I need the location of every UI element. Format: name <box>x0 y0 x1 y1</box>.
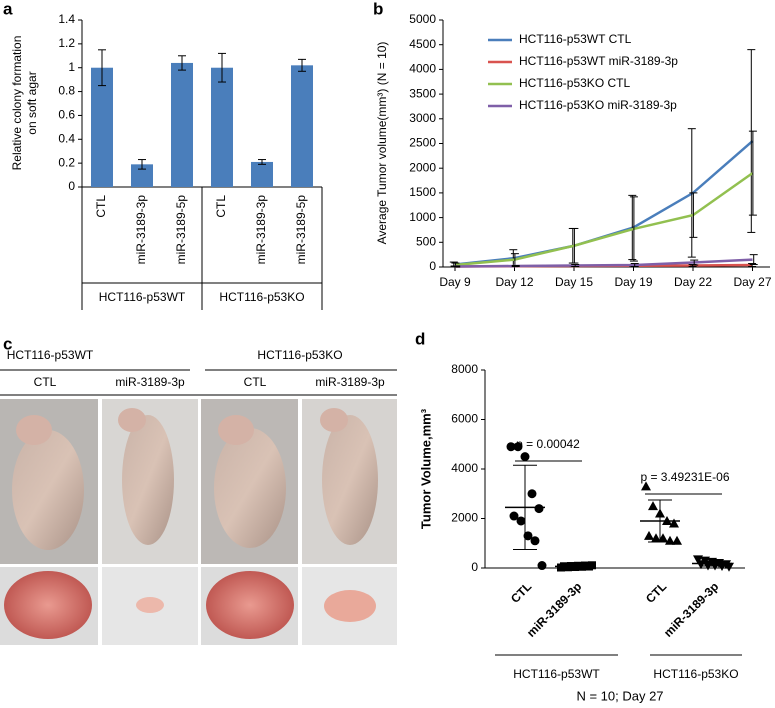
y-tick-label: 3500 <box>409 86 436 100</box>
data-point <box>651 533 661 543</box>
x-tick-label: miR-3189-3p <box>134 195 148 265</box>
x-tick-label: miR-3189-3p <box>661 579 721 639</box>
mouse-photos <box>0 399 397 564</box>
legend-label: HCT116-p53WT miR-3189-3p <box>519 54 678 68</box>
x-tick-label: CTL <box>508 579 534 605</box>
photo-panel: c HCT116-p53WT HCT116-p53KO CTL miR-3189… <box>0 334 397 645</box>
series-line <box>454 258 753 268</box>
y-tick-label: 0 <box>429 259 436 273</box>
legend-label: HCT116-p53KO miR-3189-3p <box>519 98 677 112</box>
y-tick-label: 4500 <box>409 37 436 51</box>
data-point <box>588 561 596 570</box>
panel-letter: b <box>373 0 383 18</box>
data-point <box>520 452 530 462</box>
y-axis-label: Average Tumor volume(mm³) (N = 10) <box>375 42 389 245</box>
y-tick-label: 2000 <box>409 160 436 174</box>
bar <box>211 67 233 187</box>
y-tick-label: 1.4 <box>58 12 75 26</box>
bar <box>251 161 273 187</box>
y-tick-label: 2500 <box>409 136 436 150</box>
column-label: CTL <box>244 375 267 389</box>
legend-label: HCT116-p53KO CTL <box>519 76 630 90</box>
data-point <box>724 562 734 572</box>
y-tick-label: 0.6 <box>58 108 75 122</box>
bar <box>171 62 193 187</box>
tumor-photos <box>0 567 397 645</box>
annotation: p = 3.49231E-06 <box>640 470 729 484</box>
y-tick-label: 1 <box>68 60 75 74</box>
data-point <box>523 531 533 541</box>
y-tick-label: 0 <box>471 560 478 574</box>
data-point <box>530 536 540 546</box>
x-tick-label: Day 27 <box>733 275 771 289</box>
x-tick-label: Day 19 <box>614 275 652 289</box>
bar <box>131 164 153 187</box>
bar <box>91 67 113 187</box>
x-tick-label: Day 12 <box>495 275 533 289</box>
panel-letter: c <box>3 334 12 353</box>
data-point <box>537 561 547 571</box>
footnote: N = 10; Day 27 <box>576 688 663 703</box>
group-label: HCT116-p53WT <box>99 290 186 304</box>
x-tick-label: Day 15 <box>555 275 593 289</box>
data-point <box>527 489 537 499</box>
y-tick-label: 4000 <box>409 62 436 76</box>
y-axis-label: Tumor Volume,mm³ <box>418 408 433 529</box>
x-tick-label: Day 22 <box>674 275 712 289</box>
data-point <box>534 504 544 514</box>
y-tick-label: 1000 <box>409 210 436 224</box>
y-tick-label: 4000 <box>451 461 478 475</box>
group-label: HCT116-p53KO <box>219 290 304 304</box>
legend-label: HCT116-p53WT CTL <box>519 32 632 46</box>
group-label: HCT116-p53KO <box>653 667 738 681</box>
y-tick-label: 5000 <box>409 12 436 26</box>
y-tick-label: 2000 <box>451 511 478 525</box>
y-axis-label: on soft agar <box>25 71 39 134</box>
x-tick-label: CTL <box>214 195 228 218</box>
group-label: HCT116-p53WT <box>7 348 94 362</box>
x-tick-label: Day 9 <box>439 275 471 289</box>
y-tick-label: 0.2 <box>58 155 75 169</box>
panel-letter: a <box>3 0 13 18</box>
y-tick-label: 1.2 <box>58 36 75 50</box>
series-line <box>454 140 754 266</box>
annotation: p = 0.00042 <box>516 437 580 451</box>
data-point <box>696 560 706 570</box>
y-tick-label: 0.8 <box>58 84 75 98</box>
y-tick-label: 3000 <box>409 111 436 125</box>
column-label: CTL <box>34 375 57 389</box>
data-point <box>669 518 679 528</box>
x-tick-label: CTL <box>94 195 108 218</box>
data-point <box>509 511 519 521</box>
x-tick-label: miR-3189-5p <box>294 195 308 265</box>
x-tick-label: miR-3189-5p <box>174 195 188 265</box>
data-point <box>516 516 526 526</box>
x-tick-label: miR-3189-3p <box>254 195 268 265</box>
panel-letter: d <box>415 329 425 348</box>
column-label: miR-3189-3p <box>315 375 385 389</box>
data-point <box>644 530 654 540</box>
column-label: miR-3189-3p <box>115 375 185 389</box>
data-point <box>672 535 682 545</box>
x-tick-label: CTL <box>643 579 669 605</box>
data-point <box>648 501 658 511</box>
data-point <box>513 442 523 452</box>
y-tick-label: 0 <box>68 179 75 193</box>
y-tick-label: 1500 <box>409 185 436 199</box>
y-tick-label: 0.4 <box>58 131 75 145</box>
y-tick-label: 8000 <box>451 362 478 376</box>
group-label: HCT116-p53KO <box>257 348 342 362</box>
data-point <box>506 442 516 452</box>
y-tick-label: 500 <box>416 234 436 248</box>
data-point <box>665 535 675 545</box>
y-axis-label: Relative colony formation <box>10 36 24 171</box>
bar <box>291 65 313 187</box>
data-point <box>693 555 703 565</box>
series-line <box>454 172 754 267</box>
y-tick-label: 6000 <box>451 412 478 426</box>
data-point <box>641 481 651 491</box>
group-label: HCT116-p53WT <box>513 667 600 681</box>
